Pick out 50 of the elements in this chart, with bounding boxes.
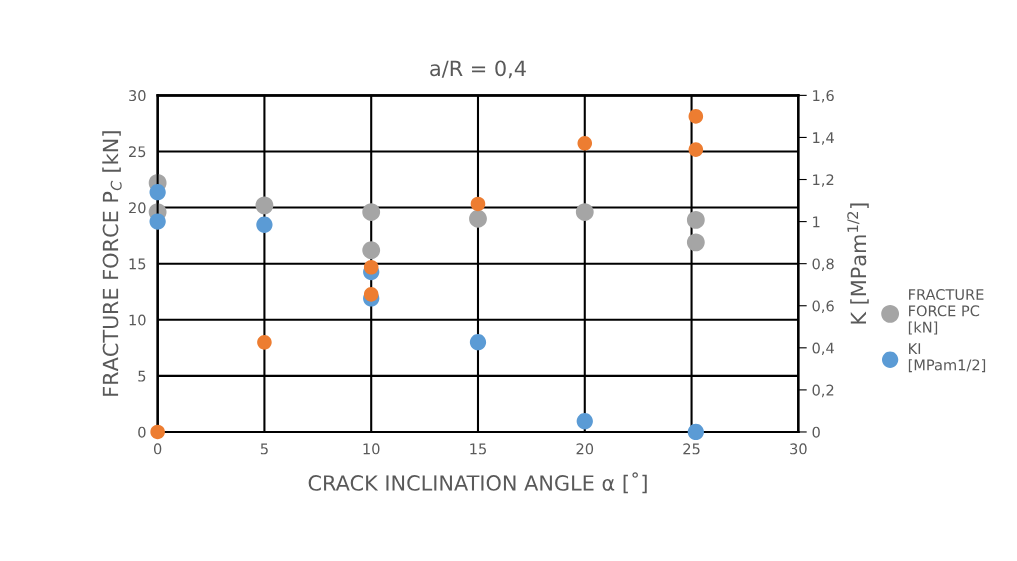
y-tick-label: 5 [138, 370, 146, 382]
point [686, 233, 705, 252]
point [470, 196, 486, 212]
x-tick-label: 20 [576, 443, 594, 455]
y2-tick-label: 1,4 [813, 132, 834, 145]
point [576, 413, 593, 430]
y-tick-label: 0 [138, 426, 146, 438]
legend-label: FRACTURE FORCE PC [kN] [908, 288, 984, 335]
x-tick-label: 5 [260, 443, 268, 455]
x-tick-label: 10 [363, 443, 380, 455]
point [363, 259, 379, 275]
y2-tick-label: 1,2 [813, 174, 834, 187]
y2-tick-label: 0,4 [812, 342, 834, 356]
y-tick-label: 30 [129, 90, 146, 102]
point [362, 241, 381, 260]
x-tick-label: 30 [790, 443, 807, 455]
x-tick-label: 15 [470, 443, 486, 455]
point [469, 334, 487, 351]
point [149, 184, 166, 201]
y-tick-label: 25 [129, 146, 146, 158]
y2-tick-label: 1 [813, 216, 820, 228]
point [469, 209, 487, 228]
point [256, 216, 273, 233]
point [150, 424, 165, 440]
y2-tick-label: 1,6 [813, 90, 834, 103]
chart-title: a/R = 0,4 [430, 60, 526, 79]
y2-tick-label: 0,2 [812, 384, 834, 398]
y-tick-label: 15 [129, 258, 146, 270]
legend-label: KI [MPam1/2] [908, 343, 986, 373]
y-tick-label: 10 [129, 314, 146, 326]
y2-tick-label: 0 [812, 426, 820, 438]
y-tick-label: 20 [129, 202, 146, 214]
x-tick-label: 0 [153, 443, 162, 455]
point [257, 335, 272, 350]
y2-tick-label: 0,6 [812, 300, 834, 313]
point [688, 109, 704, 124]
point [687, 423, 704, 441]
point [363, 287, 379, 302]
point [575, 203, 594, 221]
y2-tick-label: 0,8 [812, 258, 834, 271]
point [362, 203, 381, 221]
point [149, 213, 166, 230]
point [255, 196, 274, 215]
x-axis-title: CRACK INCLINATION ANGLE α [˚] [308, 472, 647, 494]
y2-axis-title: K [MPam$^{1/2}$] [847, 203, 869, 324]
point [688, 142, 704, 157]
x-tick-label: 25 [683, 443, 700, 455]
point [577, 136, 593, 151]
y-axis-title: FRACTURE FORCE P$_{C}$ [kN] [102, 131, 122, 396]
point [686, 210, 705, 229]
